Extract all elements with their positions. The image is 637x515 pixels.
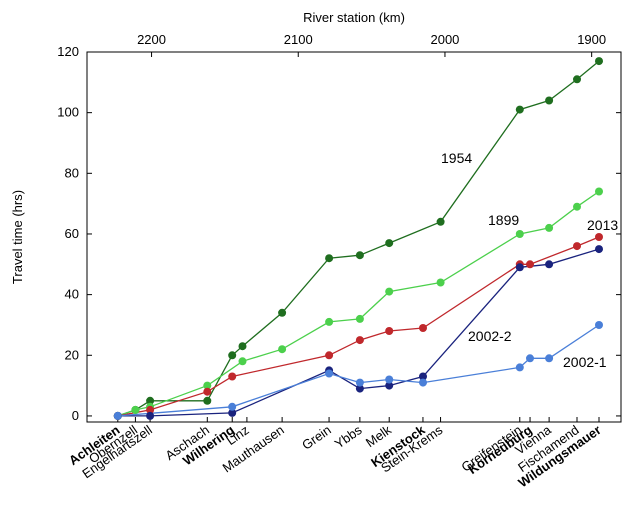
data-point-2002-2 — [228, 408, 237, 417]
series-label-2013: 2013 — [587, 217, 618, 233]
data-point-2002-1 — [325, 369, 334, 378]
data-point-1954 — [355, 251, 364, 260]
data-point-1954 — [573, 75, 581, 84]
data-point-1899 — [325, 317, 334, 326]
data-point-1954 — [228, 351, 237, 360]
data-point-2013 — [355, 336, 364, 345]
x-top-tick-label: 2100 — [284, 32, 313, 47]
data-point-1899 — [545, 223, 554, 232]
series-label-2002-1: 2002-1 — [563, 354, 607, 370]
series-label-2002-2: 2002-2 — [468, 328, 512, 344]
y-tick-label: 100 — [57, 105, 79, 120]
data-point-1954 — [203, 396, 212, 405]
x-top-axis-ticks: 2200 2100 2000 1900 — [137, 32, 606, 57]
data-point-1954 — [436, 217, 445, 226]
y-axis-title: Travel time (hrs) — [10, 190, 25, 284]
y-tick-label: 120 — [57, 44, 79, 59]
station-label: Grein — [299, 422, 334, 453]
data-point-2013 — [203, 387, 212, 396]
data-point-2002-1 — [515, 363, 524, 372]
series-line-2002-1 — [117, 324, 600, 417]
data-point-1954 — [278, 308, 287, 317]
data-point-2002-1 — [526, 354, 534, 363]
data-point-1899 — [573, 202, 581, 211]
series-label-1899: 1899 — [488, 212, 519, 228]
data-point-2013 — [228, 372, 237, 381]
series-label-1954: 1954 — [441, 150, 472, 166]
data-point-1899 — [203, 381, 212, 390]
data-point-1954 — [146, 396, 155, 405]
plot-frame — [86, 51, 622, 423]
data-point-2013 — [595, 233, 603, 241]
y-tick-label: 80 — [65, 165, 79, 180]
data-point-2013 — [526, 260, 534, 269]
series-line-2002-2 — [117, 248, 600, 417]
data-point-1899 — [385, 287, 394, 296]
data-point-1899 — [436, 278, 445, 287]
series-line-1899 — [117, 190, 600, 417]
series-line-2013 — [117, 236, 600, 417]
data-point-1899 — [515, 230, 524, 238]
data-point-2002-1 — [113, 411, 122, 420]
data-point-1899 — [355, 314, 364, 323]
y-tick-label: 0 — [72, 408, 79, 423]
data-point-2013 — [385, 327, 394, 335]
series-points — [113, 57, 603, 420]
data-point-1954 — [545, 96, 554, 105]
data-point-2002-2 — [515, 263, 524, 272]
data-point-2002-2 — [595, 245, 603, 254]
x-top-tick-label: 2000 — [430, 32, 459, 47]
data-point-2002-1 — [545, 354, 554, 363]
series-line-1954 — [117, 60, 600, 417]
y-axis-ticks: 0 20 40 60 80 100 120 — [57, 44, 621, 423]
data-point-1899 — [595, 187, 603, 196]
x-top-tick-label: 1900 — [577, 32, 606, 47]
station-ticks — [117, 417, 600, 422]
data-point-2002-1 — [595, 321, 603, 329]
data-point-1899 — [278, 345, 287, 354]
data-point-2002-1 — [228, 402, 237, 411]
data-point-2013 — [325, 351, 334, 360]
station-label: Ybbs — [332, 422, 365, 452]
data-point-2002-1 — [355, 378, 364, 387]
data-point-1954 — [238, 342, 247, 351]
data-point-1899 — [131, 405, 140, 414]
data-point-2013 — [419, 324, 427, 332]
y-tick-label: 60 — [65, 226, 79, 241]
data-point-1954 — [325, 254, 334, 263]
y-tick-label: 40 — [65, 287, 79, 302]
y-tick-label: 20 — [65, 347, 79, 362]
data-point-1899 — [238, 357, 247, 366]
data-point-2002-1 — [419, 378, 427, 387]
data-point-2002-2 — [385, 381, 394, 390]
x-top-axis-title: River station (km) — [303, 10, 405, 25]
data-point-1954 — [515, 105, 524, 114]
data-point-2002-1 — [385, 375, 394, 384]
data-point-2013 — [146, 405, 155, 414]
data-point-2002-2 — [545, 260, 554, 269]
series-lines — [117, 60, 600, 417]
data-point-2013 — [573, 242, 581, 251]
data-point-2002-2 — [419, 372, 427, 381]
x-top-tick-label: 2200 — [137, 32, 166, 47]
data-point-2002-2 — [146, 411, 155, 420]
data-point-1954 — [595, 57, 603, 66]
data-point-2002-2 — [355, 384, 364, 393]
data-point-1954 — [385, 239, 394, 248]
